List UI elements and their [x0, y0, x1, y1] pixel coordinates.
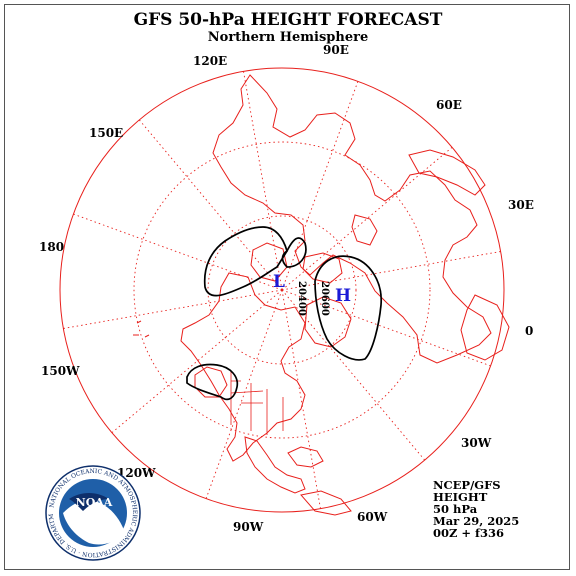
hemisphere-boundary [59, 67, 505, 513]
lon-label-60w: 60W [357, 510, 388, 524]
contour-label-20600: 20600 [319, 281, 330, 316]
contour-label-20400: 20400 [296, 281, 307, 316]
polar-map: GFS 50-hPa HEIGHT FORECAST Northern Hemi… [2, 0, 534, 561]
meridian-180 [63, 289, 283, 329]
info-line-forecast: 00Z + f336 [433, 526, 504, 540]
lon-label-120e: 120E [193, 54, 227, 68]
central-arctic-islands [250, 242, 288, 282]
lon-label-30w: 30W [461, 436, 492, 450]
greenland-coastline [304, 296, 352, 348]
contour-alaska-loop [186, 363, 239, 401]
lon-label-180: 180 [39, 240, 64, 254]
south-america-coastline [300, 490, 352, 516]
low-pressure-center: L [273, 272, 285, 292]
info-line-field: HEIGHT [433, 490, 488, 504]
longitude-labels: 90E 60E 30E 0 30W 60W 90W 120W 150W 180 … [39, 43, 534, 534]
info-line-model: NCEP/GFS [433, 478, 501, 492]
map-frame: GFS 50-hPa HEIGHT FORECAST Northern Hemi… [2, 0, 570, 570]
eurasia-coastline [212, 74, 492, 364]
info-box: NCEP/GFS HEIGHT 50 hPa Mar 29, 2025 00Z … [433, 478, 519, 540]
caribbean-islands [287, 446, 324, 468]
meridian-150e [73, 213, 283, 291]
lon-label-30e: 30E [508, 198, 534, 212]
meridian-60e [281, 81, 359, 291]
high-pressure-center: H [335, 286, 351, 306]
meridian-lines [63, 71, 501, 509]
arctic-islands-coastline [302, 252, 343, 284]
lon-label-90e: 90E [323, 43, 349, 57]
lon-label-0: 0 [525, 324, 533, 338]
pacific-islands [133, 320, 150, 338]
arabian-peninsula-coastline [351, 214, 378, 246]
meridian-0 [281, 251, 501, 291]
info-line-level: 50 hPa [433, 502, 478, 516]
meridian-30e [281, 146, 453, 291]
coastlines [133, 74, 510, 516]
meridian-90e [243, 71, 283, 291]
noaa-logo-text: NOAA [76, 496, 113, 509]
contour-20400 [203, 226, 288, 297]
meridian-90w [281, 289, 321, 509]
contour-20400-closure [281, 237, 307, 268]
north-america-coastline [180, 272, 306, 462]
height-contours [186, 226, 382, 401]
lon-label-60e: 60E [436, 98, 462, 112]
lon-label-150w: 150W [41, 364, 80, 378]
meridian-120w [205, 289, 283, 499]
lon-label-120w: 120W [117, 466, 156, 480]
map-title: GFS 50-hPa HEIGHT FORECAST [134, 10, 443, 30]
central-america-coastline [244, 436, 306, 494]
lon-label-150e: 150E [89, 126, 123, 140]
meridian-150w [111, 289, 283, 434]
meridian-120e [138, 119, 283, 291]
info-line-date: Mar 29, 2025 [433, 514, 519, 528]
africa-coastline [460, 294, 510, 361]
contour-20600 [314, 255, 382, 361]
latitude-circle-30n [133, 141, 431, 439]
noaa-logo: NATIONAL OCEANIC AND ATMOSPHERIC ADMINIS… [2, 0, 141, 561]
latitude-circle-60n [207, 215, 357, 365]
lon-label-90w: 90W [233, 520, 264, 534]
map-subtitle: Northern Hemisphere [208, 30, 368, 45]
scandinavia-coastline [408, 149, 486, 196]
map-layer: 20400 20600 L H [59, 67, 510, 516]
